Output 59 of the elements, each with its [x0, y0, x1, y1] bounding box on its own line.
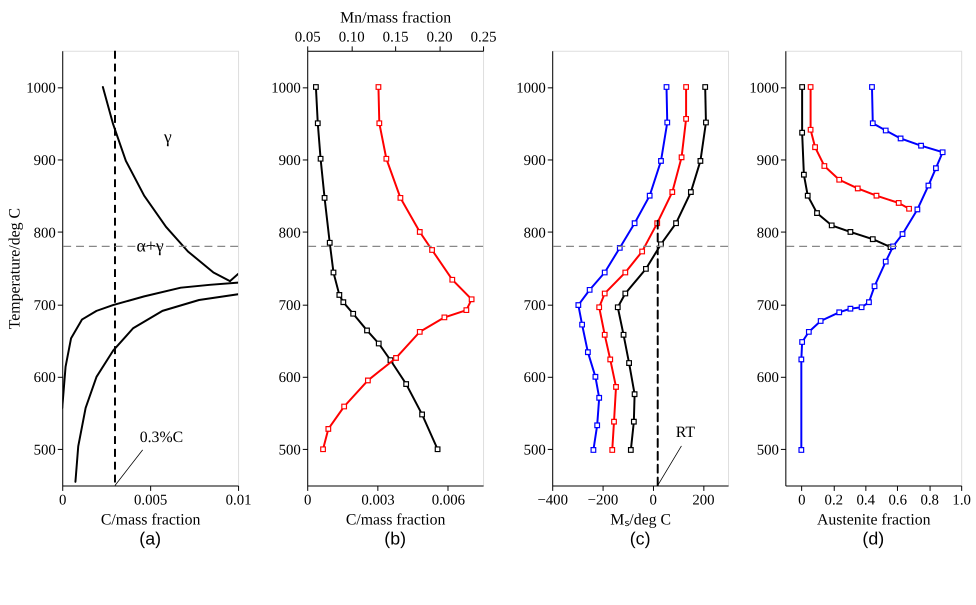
text: (a) — [139, 528, 162, 549]
x-tick-label: 0.6 — [888, 492, 907, 509]
y-tick-label: 600 — [34, 370, 56, 386]
annotation: α+γ — [136, 235, 164, 256]
x2-tick-label: 0.05 — [294, 29, 321, 46]
y-tick-label: 800 — [756, 225, 779, 242]
y-tick-label: 900 — [278, 152, 301, 169]
x-tick-label: 0 — [798, 492, 806, 509]
x2-tick-label: 0.15 — [382, 29, 409, 46]
y-tick-label: 1000 — [516, 80, 546, 96]
y-tick-label: 800 — [278, 225, 301, 242]
x-tick-label: 0 — [59, 492, 66, 509]
x-tick-label: 0.006 — [432, 492, 466, 509]
x-tick-label: 0.2 — [824, 492, 844, 509]
x2-axis-title: Mn/mass fraction — [340, 10, 452, 27]
y-tick-label: 500 — [524, 442, 546, 459]
x-tick-label: 0.005 — [134, 492, 168, 509]
x-axis-title: C/mass fraction — [346, 511, 446, 528]
y-tick-label: 1000 — [749, 80, 779, 96]
text: (b) — [384, 528, 406, 549]
y-tick-label: 700 — [524, 298, 546, 314]
y-tick-label: 600 — [278, 370, 301, 386]
x-tick-label: −400 — [537, 492, 568, 509]
y-tick-label: 500 — [756, 442, 779, 459]
x-axis-title: Austenite fraction — [816, 511, 931, 528]
x-tick-label: 200 — [692, 492, 715, 509]
x-tick-label: 0.8 — [920, 492, 939, 509]
x-tick-label: 1.0 — [952, 492, 971, 509]
x2-tick-label: 0.20 — [426, 29, 453, 46]
x2-tick-label: 0.25 — [470, 29, 497, 46]
y-tick-label: 800 — [34, 225, 56, 242]
x-tick-label: 0.003 — [361, 492, 395, 509]
y-tick-label: 700 — [278, 298, 301, 314]
text: (d) — [862, 528, 884, 549]
x-tick-label: 0 — [304, 492, 312, 509]
x-tick-label: −200 — [588, 492, 618, 509]
y-tick-label: 600 — [524, 370, 546, 386]
annotation: γ — [162, 126, 172, 147]
y-tick-label: 900 — [34, 152, 56, 169]
y-tick-label: 500 — [278, 442, 301, 459]
y-tick-label: 900 — [756, 152, 779, 169]
x2-tick-label: 0.10 — [338, 29, 365, 46]
x-axis-title: Mₛ/deg C — [610, 511, 671, 528]
y-axis-title: Temperature/deg C — [6, 208, 24, 330]
y-tick-label: 600 — [756, 370, 779, 386]
y-tick-label: 700 — [34, 298, 56, 314]
x-tick-label: 0.4 — [856, 492, 876, 509]
y-tick-label: 1000 — [26, 80, 56, 96]
y-tick-label: 1000 — [271, 80, 301, 96]
y-tick-label: 700 — [756, 298, 779, 314]
x-tick-label: 0.01 — [226, 492, 252, 509]
y-tick-label: 800 — [524, 225, 546, 242]
y-tick-label: 500 — [34, 442, 56, 459]
text: (c) — [630, 528, 650, 549]
y-tick-label: 900 — [524, 152, 546, 169]
x-tick-label: 0 — [649, 492, 657, 509]
annotation: RT — [676, 424, 696, 442]
x-axis-title: C/mass fraction — [100, 511, 201, 528]
ref-line-label: 0.3%C — [140, 428, 184, 446]
